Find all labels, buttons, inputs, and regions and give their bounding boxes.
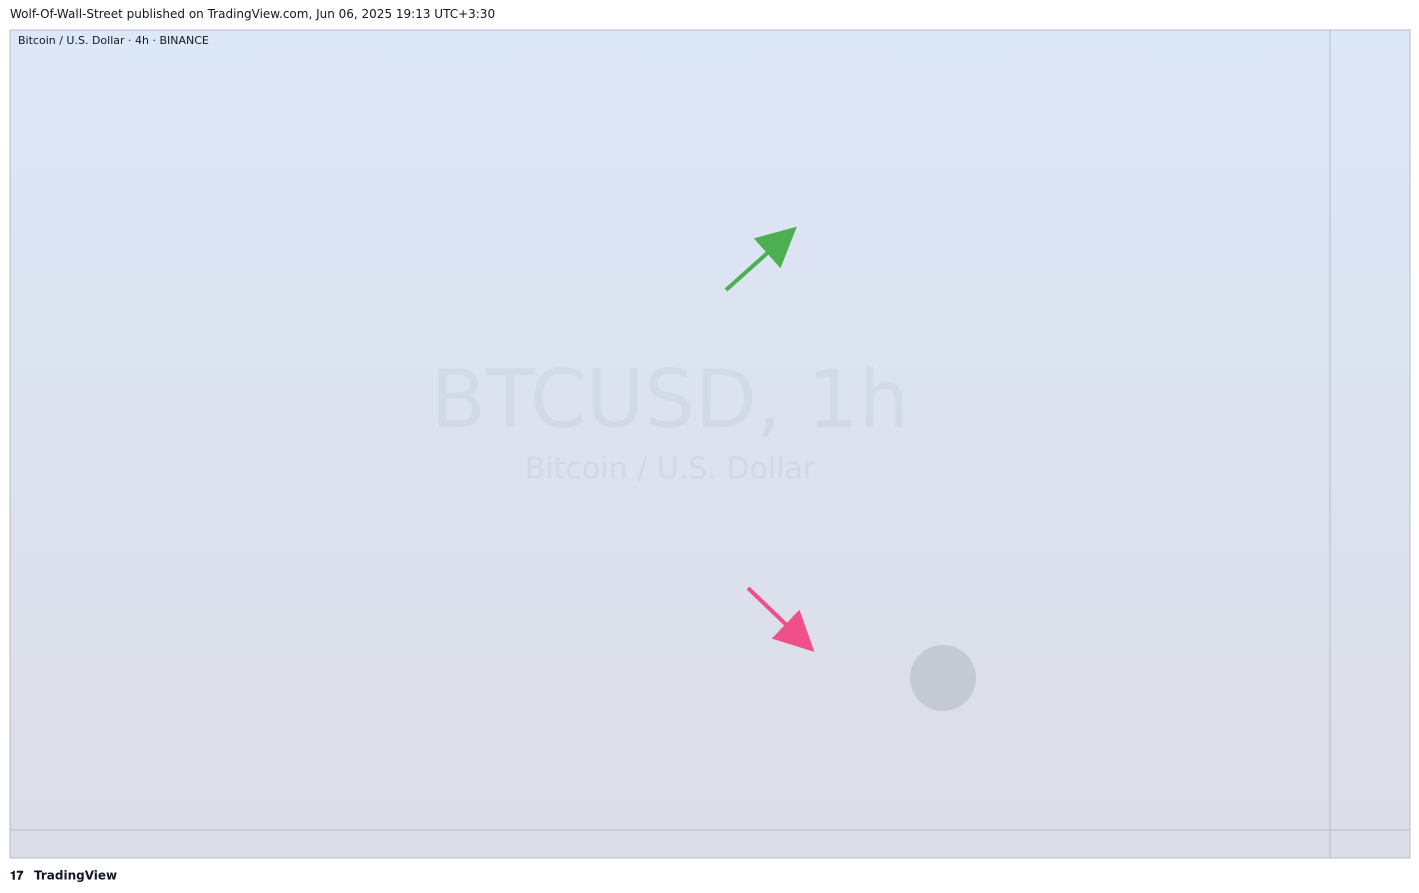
symbol-label: Bitcoin / U.S. Dollar · 4h · BINANCE — [18, 34, 209, 47]
watermark: BTCUSD, 1h — [431, 353, 909, 446]
chart-frame — [9, 29, 1411, 859]
watermark-subtitle: Bitcoin / U.S. Dollar — [525, 452, 816, 487]
footer-logo: TradingView — [34, 869, 117, 883]
up-arrow — [724, 226, 797, 292]
footer-icon: 𝟏𝟕 — [10, 869, 24, 883]
down-arrow — [746, 586, 815, 652]
highlight-circle — [910, 645, 976, 711]
header: Wolf-Of-Wall-Street published on Trading… — [10, 7, 496, 21]
